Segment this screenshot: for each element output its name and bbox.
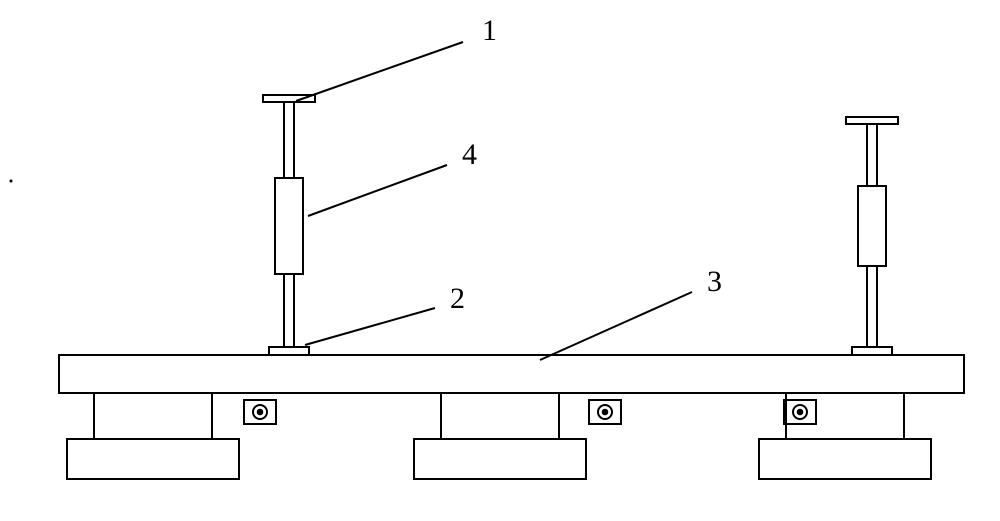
pedestal-lower: [759, 439, 931, 479]
post-mid-block: [275, 178, 303, 274]
bracket-hole-inner: [603, 410, 608, 415]
leader-line: [305, 308, 435, 345]
bracket-hole-inner: [258, 410, 263, 415]
leader-line: [540, 292, 692, 360]
post-upper-stem: [284, 102, 294, 178]
leader-line: [308, 165, 447, 216]
pedestal-lower: [67, 439, 239, 479]
post-lower-stem: [284, 274, 294, 347]
main-beam: [59, 355, 964, 393]
post-mid-block: [858, 186, 886, 266]
callout-label-3: 3: [707, 265, 722, 298]
stray-dot: [10, 180, 13, 183]
callout-label-1: 1: [482, 14, 497, 47]
post-upper-stem: [867, 124, 877, 186]
post-top-cap: [846, 117, 898, 124]
pedestal-upper: [441, 393, 559, 439]
post-base-cap: [269, 347, 309, 355]
post-base-cap: [852, 347, 892, 355]
pedestal-upper: [94, 393, 212, 439]
technical-diagram: 1 4 2 3: [0, 0, 1000, 521]
pedestal-lower: [414, 439, 586, 479]
bracket-hole-inner: [798, 410, 803, 415]
leader-line: [296, 42, 463, 101]
callout-label-4: 4: [462, 138, 477, 171]
callout-label-2: 2: [450, 282, 465, 315]
post-lower-stem: [867, 266, 877, 347]
